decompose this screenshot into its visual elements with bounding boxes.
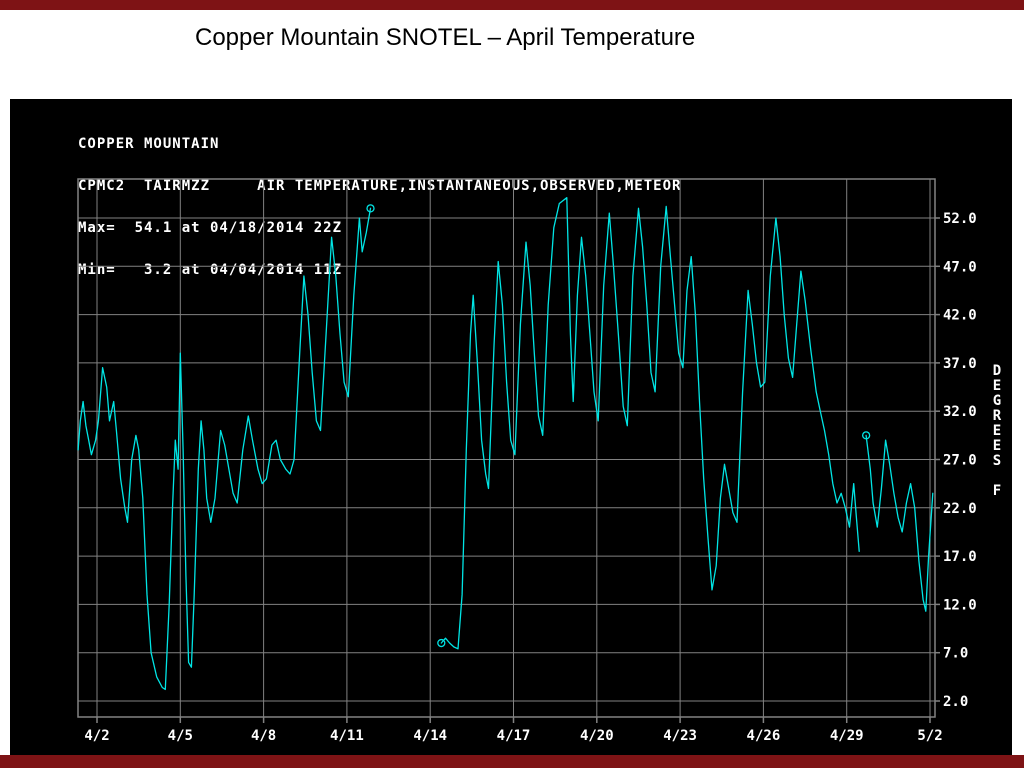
y-axis-tick-label: 47.0 bbox=[943, 259, 977, 275]
y-axis-title-letter: E bbox=[993, 378, 1001, 394]
chart-panel: COPPER MOUNTAIN CPMC2 TAIRMZZ AIR TEMPER… bbox=[10, 99, 1012, 755]
x-axis-tick-label: 4/26 bbox=[747, 728, 781, 744]
x-axis-tick-label: 4/23 bbox=[663, 728, 697, 744]
y-axis-title-letter: E bbox=[993, 438, 1001, 454]
y-axis-title-letter: D bbox=[993, 363, 1001, 379]
x-axis-tick-label: 4/20 bbox=[580, 728, 614, 744]
x-axis-tick-label: 4/29 bbox=[830, 728, 864, 744]
temperature-trace-segment bbox=[440, 197, 860, 650]
y-axis-tick-label: 22.0 bbox=[943, 501, 977, 517]
y-axis-title-letter: E bbox=[993, 423, 1001, 439]
x-axis-tick-label: 4/5 bbox=[168, 728, 193, 744]
sensor-description: CPMC2 TAIRMZZ AIR TEMPERATURE,INSTANTANE… bbox=[78, 178, 682, 194]
y-axis-tick-label: 52.0 bbox=[943, 211, 977, 227]
temperature-trace-segment bbox=[77, 207, 372, 691]
y-axis-title-letter: F bbox=[993, 483, 1001, 499]
y-axis-title-letter: G bbox=[993, 393, 1001, 409]
bottom-accent-bar bbox=[0, 755, 1024, 768]
temperature-trace-segment bbox=[865, 434, 934, 612]
x-axis-tick-label: 4/17 bbox=[497, 728, 531, 744]
y-axis-title-letter: R bbox=[993, 408, 1002, 424]
max-value-line: Max= 54.1 at 04/18/2014 22Z bbox=[78, 220, 343, 236]
plot-border bbox=[77, 178, 936, 718]
data-gap-marker bbox=[366, 204, 375, 213]
data-gap-marker bbox=[861, 431, 871, 440]
y-axis-title-letter: S bbox=[993, 453, 1001, 469]
y-axis-tick-label: 7.0 bbox=[943, 646, 968, 662]
y-axis-tick-label: 42.0 bbox=[943, 308, 977, 324]
x-axis-tick-label: 5/2 bbox=[917, 728, 942, 744]
slide-title: Copper Mountain SNOTEL – April Temperatu… bbox=[195, 24, 696, 51]
data-gap-marker bbox=[437, 638, 446, 648]
station-name: COPPER MOUNTAIN bbox=[78, 136, 220, 152]
top-accent-bar bbox=[0, 0, 1024, 10]
y-axis-tick-label: 17.0 bbox=[943, 549, 977, 565]
x-axis-tick-label: 4/2 bbox=[84, 728, 109, 744]
y-axis-tick-label: 2.0 bbox=[943, 694, 968, 710]
y-axis-tick-label: 12.0 bbox=[943, 597, 977, 613]
chart-header: COPPER MOUNTAIN CPMC2 TAIRMZZ AIR TEMPER… bbox=[78, 109, 681, 305]
y-axis-tick-label: 27.0 bbox=[943, 453, 977, 469]
y-axis-tick-label: 37.0 bbox=[943, 356, 977, 372]
x-axis-tick-label: 4/11 bbox=[330, 728, 364, 744]
x-axis-tick-label: 4/8 bbox=[251, 728, 276, 744]
x-axis-tick-label: 4/14 bbox=[413, 728, 447, 744]
temperature-chart-svg: 4/2 4/5 4/8 4/11 4/14 4/17 4/20 4/23 4/26 4/29 5/2… bbox=[77, 178, 1002, 744]
y-axis-tick-label: 32.0 bbox=[943, 404, 977, 420]
